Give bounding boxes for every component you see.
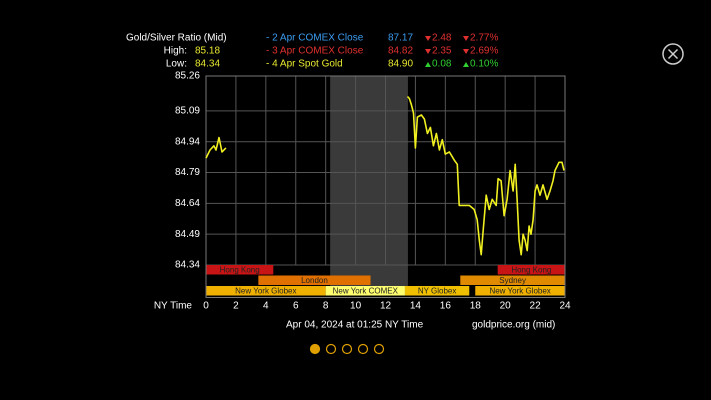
y-tick-label: 84.94 — [175, 136, 200, 147]
change-arrow — [463, 36, 469, 41]
y-tick-label: 84.49 — [175, 229, 200, 240]
low-value: 84.34 — [195, 59, 220, 70]
x-tick-label: 16 — [440, 301, 452, 312]
legend-change: 0.08 — [432, 59, 452, 70]
session-bar — [460, 275, 565, 285]
x-tick-label: 4 — [263, 301, 269, 312]
session-label: Sydney — [499, 276, 526, 285]
legend-name: - 3 Apr COMEX Close — [266, 46, 364, 57]
session-label: New York COMEX — [333, 286, 399, 295]
legend-name: - 4 Apr Spot Gold — [266, 59, 343, 70]
plot-border — [205, 75, 566, 298]
session-bar — [206, 286, 326, 296]
y-tick-label: 84.64 — [175, 198, 200, 209]
legend-change-pct: 2.69% — [470, 46, 498, 57]
session-label: London — [301, 276, 328, 285]
session-bar — [497, 265, 565, 275]
high-value: 85.18 — [195, 46, 220, 57]
legend-change: 2.48 — [432, 33, 452, 44]
chart-title: Gold/Silver Ratio (Mid) — [126, 33, 227, 44]
change-arrow — [463, 49, 469, 54]
session-bar — [475, 286, 565, 296]
y-tick-label: 85.26 — [175, 71, 200, 82]
session-label: Hong Kong — [220, 265, 260, 274]
data-line — [205, 95, 565, 256]
session-label: New York Globex — [235, 286, 296, 295]
legend-change: 2.35 — [432, 46, 452, 57]
session-bar — [325, 286, 405, 296]
x-tick-label: 12 — [380, 301, 392, 312]
low-label: Low: — [166, 59, 187, 70]
x-tick-label: 0 — [203, 301, 209, 312]
close-button[interactable] — [662, 43, 684, 65]
timestamp: Apr 04, 2024 at 01:25 NY Time — [286, 320, 424, 331]
x-tick-label: 24 — [559, 301, 571, 312]
legend-change-pct: 0.10% — [470, 59, 498, 70]
x-axis-label: NY Time — [154, 301, 193, 312]
y-tick-label: 84.34 — [175, 260, 200, 271]
change-arrow — [425, 49, 431, 54]
change-arrow — [425, 62, 431, 67]
x-tick-label: 2 — [233, 301, 239, 312]
change-arrow — [425, 36, 431, 41]
x-tick-label: 10 — [350, 301, 362, 312]
page-dot[interactable] — [309, 343, 321, 355]
x-tick-label: 8 — [323, 301, 329, 312]
y-tick-label: 84.79 — [175, 167, 200, 178]
x-tick-label: 20 — [500, 301, 512, 312]
x-tick-label: 18 — [470, 301, 482, 312]
x-tick-label: 22 — [530, 301, 542, 312]
change-arrow — [463, 62, 469, 67]
page-dot[interactable] — [357, 343, 369, 355]
high-label: High: — [164, 46, 187, 57]
session-bar — [258, 275, 371, 285]
session-bar — [206, 265, 274, 275]
legend-change-pct: 2.77% — [470, 33, 498, 44]
x-tick-label: 6 — [293, 301, 299, 312]
session-label: Hong Kong — [511, 265, 551, 274]
page-dot[interactable] — [373, 343, 385, 355]
legend-price: 84.90 — [388, 59, 413, 70]
legend-price: 84.82 — [388, 46, 413, 57]
legend-name: - 2 Apr COMEX Close — [266, 33, 364, 44]
page-dot[interactable] — [325, 343, 337, 355]
shaded-hours — [330, 76, 408, 286]
session-label: New York Globex — [489, 286, 550, 295]
session-label: NY Globex — [418, 286, 457, 295]
page-dot[interactable] — [341, 343, 353, 355]
legend-price: 87.17 — [388, 33, 413, 44]
y-tick-label: 85.09 — [175, 106, 200, 117]
source: goldprice.org (mid) — [472, 320, 555, 331]
session-bar — [404, 286, 470, 296]
x-tick-label: 14 — [410, 301, 422, 312]
